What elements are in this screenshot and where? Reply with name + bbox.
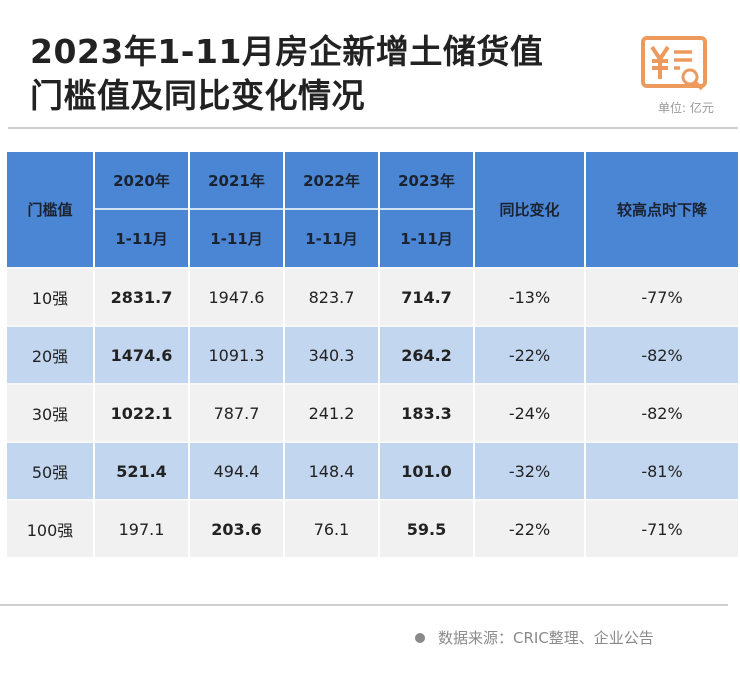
footer-divider — [0, 604, 728, 606]
col-header-threshold: 门槛值 — [7, 152, 93, 267]
cell-2022: 340.3 — [285, 325, 378, 383]
cell-2023: 264.2 — [380, 325, 473, 383]
table-row: 100强 197.1 203.6 76.1 59.5 -22% -71% — [7, 499, 738, 557]
cell-2023: 101.0 — [380, 441, 473, 499]
cell-2022: 148.4 — [285, 441, 378, 499]
data-source: 数据来源：CRIC整理、企业公告 — [415, 627, 654, 648]
table-row: 30强 1022.1 787.7 241.2 183.3 -24% -82% — [7, 383, 738, 441]
cell-2021: 203.6 — [190, 499, 283, 557]
col-header-2020: 2020年 — [95, 152, 188, 210]
col-header-2023: 2023年 — [380, 152, 473, 210]
col-subheader-2020: 1-11月 — [95, 210, 188, 267]
cell-2022: 76.1 — [285, 499, 378, 557]
col-header-2021: 2021年 — [190, 152, 283, 210]
col-subheader-2023: 1-11月 — [380, 210, 473, 267]
cell-2021: 1947.6 — [190, 267, 283, 325]
page-title-line-2: 门槛值及同比变化情况 — [30, 76, 365, 115]
row-label: 100强 — [7, 499, 93, 557]
cell-from-peak: -82% — [586, 325, 738, 383]
cell-2023: 183.3 — [380, 383, 473, 441]
table-row: 50强 521.4 494.4 148.4 101.0 -32% -81% — [7, 441, 738, 499]
row-label: 10强 — [7, 267, 93, 325]
source-text: 数据来源：CRIC整理、企业公告 — [438, 629, 654, 647]
col-header-yoy: 同比变化 — [475, 152, 584, 267]
cell-from-peak: -81% — [586, 441, 738, 499]
cell-2020: 1474.6 — [95, 325, 188, 383]
cell-from-peak: -82% — [586, 383, 738, 441]
cell-2023: 714.7 — [380, 267, 473, 325]
threshold-table: 门槛值 2020年 2021年 2022年 2023年 同比变化 较高点时下降 … — [5, 152, 740, 557]
col-header-2022: 2022年 — [285, 152, 378, 210]
table-row: 20强 1474.6 1091.3 340.3 264.2 -22% -82% — [7, 325, 738, 383]
col-header-from-peak: 较高点时下降 — [586, 152, 738, 267]
col-subheader-2022: 1-11月 — [285, 210, 378, 267]
cell-2020: 2831.7 — [95, 267, 188, 325]
cell-yoy: -32% — [475, 441, 584, 499]
cell-yoy: -24% — [475, 383, 584, 441]
cell-2021: 494.4 — [190, 441, 283, 499]
cell-2020: 521.4 — [95, 441, 188, 499]
yen-search-icon — [641, 36, 707, 91]
cell-2022: 241.2 — [285, 383, 378, 441]
cell-from-peak: -77% — [586, 267, 738, 325]
col-subheader-2021: 1-11月 — [190, 210, 283, 267]
cell-2021: 787.7 — [190, 383, 283, 441]
cell-yoy: -13% — [475, 267, 584, 325]
row-label: 50强 — [7, 441, 93, 499]
cell-2020: 1022.1 — [95, 383, 188, 441]
cell-from-peak: -71% — [586, 499, 738, 557]
cell-2020: 197.1 — [95, 499, 188, 557]
title-block: 2023年1-11月房企新增土储货值 门槛值及同比变化情况 — [30, 30, 543, 118]
bullet-icon — [415, 632, 425, 643]
cell-2021: 1091.3 — [190, 325, 283, 383]
cell-2023: 59.5 — [380, 499, 473, 557]
unit-label: 单位: 亿元 — [658, 101, 714, 115]
title-divider — [8, 127, 738, 129]
row-label: 20强 — [7, 325, 93, 383]
cell-yoy: -22% — [475, 499, 584, 557]
page-title-line-1: 2023年1-11月房企新增土储货值 — [30, 32, 544, 71]
cell-yoy: -22% — [475, 325, 584, 383]
row-label: 30强 — [7, 383, 93, 441]
table-row: 10强 2831.7 1947.6 823.7 714.7 -13% -77% — [7, 267, 738, 325]
cell-2022: 823.7 — [285, 267, 378, 325]
